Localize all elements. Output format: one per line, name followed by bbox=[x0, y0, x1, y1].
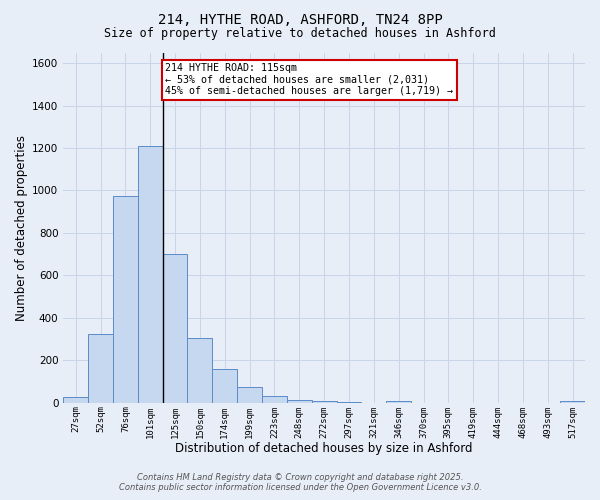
Bar bbox=[113, 196, 138, 403]
Text: 214, HYTHE ROAD, ASHFORD, TN24 8PP: 214, HYTHE ROAD, ASHFORD, TN24 8PP bbox=[158, 12, 442, 26]
Bar bbox=[163, 254, 187, 403]
Bar bbox=[386, 400, 411, 403]
Bar bbox=[187, 338, 212, 403]
Bar bbox=[337, 402, 361, 403]
Bar bbox=[88, 334, 113, 403]
Bar bbox=[212, 369, 237, 403]
Y-axis label: Number of detached properties: Number of detached properties bbox=[15, 134, 28, 320]
Bar bbox=[262, 396, 287, 403]
Text: Size of property relative to detached houses in Ashford: Size of property relative to detached ho… bbox=[104, 28, 496, 40]
Bar bbox=[138, 146, 163, 403]
Bar bbox=[237, 387, 262, 403]
Bar bbox=[560, 400, 585, 403]
X-axis label: Distribution of detached houses by size in Ashford: Distribution of detached houses by size … bbox=[175, 442, 473, 455]
Text: Contains HM Land Registry data © Crown copyright and database right 2025.
Contai: Contains HM Land Registry data © Crown c… bbox=[119, 473, 481, 492]
Text: 214 HYTHE ROAD: 115sqm
← 53% of detached houses are smaller (2,031)
45% of semi-: 214 HYTHE ROAD: 115sqm ← 53% of detached… bbox=[165, 63, 453, 96]
Bar bbox=[63, 398, 88, 403]
Bar bbox=[312, 400, 337, 403]
Bar bbox=[287, 400, 312, 403]
